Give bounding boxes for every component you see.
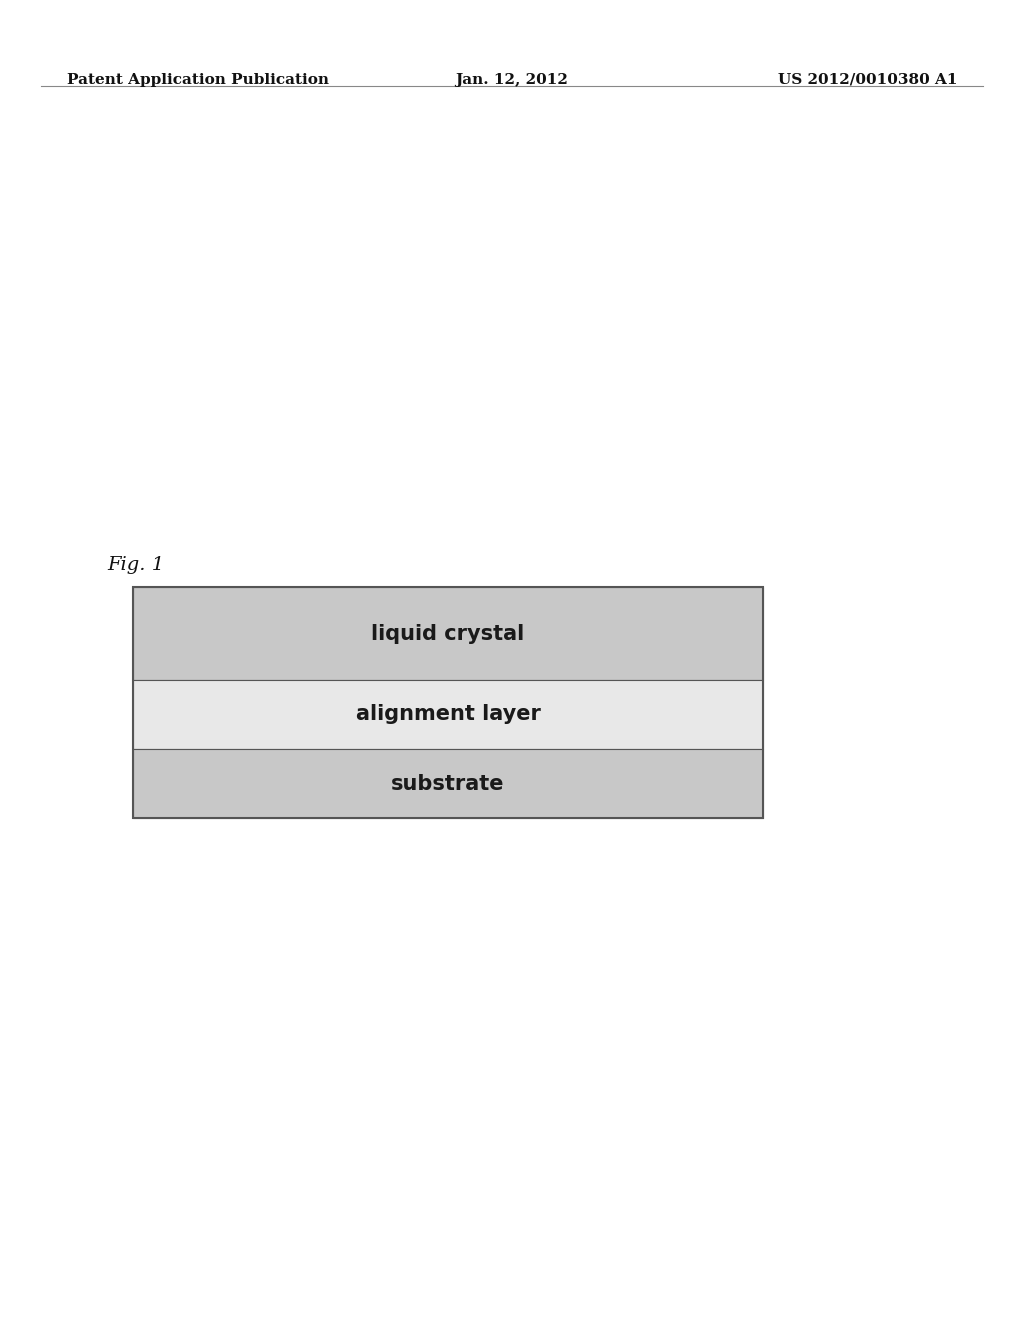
Bar xyxy=(133,750,763,818)
Text: US 2012/0010380 A1: US 2012/0010380 A1 xyxy=(778,73,957,87)
Text: Patent Application Publication: Patent Application Publication xyxy=(67,73,329,87)
Bar xyxy=(133,587,763,818)
Text: alignment layer: alignment layer xyxy=(355,705,541,725)
Bar xyxy=(133,680,763,750)
Text: substrate: substrate xyxy=(391,774,505,793)
Bar xyxy=(133,587,763,680)
Text: Fig. 1: Fig. 1 xyxy=(108,556,165,574)
Text: Jan. 12, 2012: Jan. 12, 2012 xyxy=(456,73,568,87)
Text: liquid crystal: liquid crystal xyxy=(372,623,524,644)
